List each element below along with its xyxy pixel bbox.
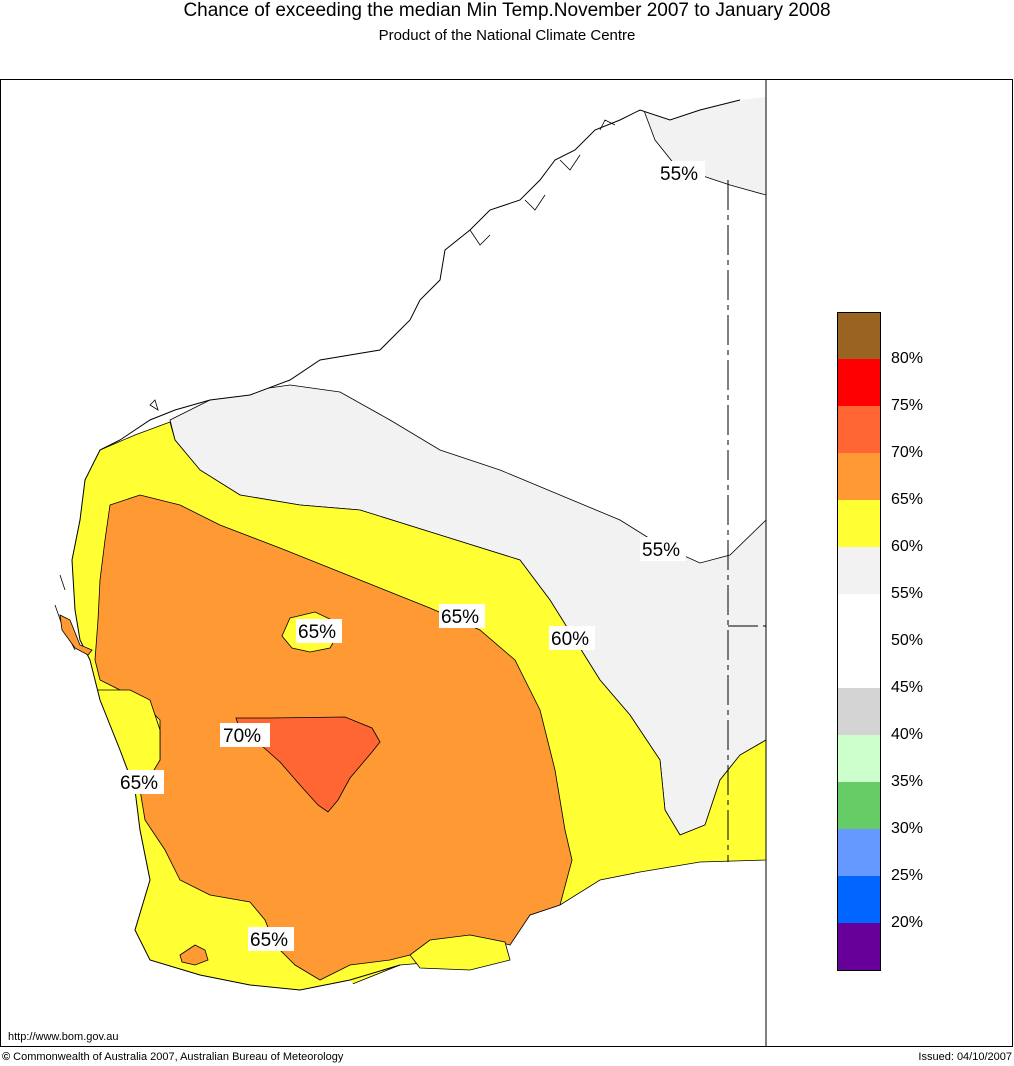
label-blob-65: 65% <box>298 622 336 643</box>
legend-swatch <box>838 594 881 641</box>
legend-label: 70% <box>891 444 924 461</box>
coastline-detail <box>54 119 616 651</box>
label-south-65: 65% <box>250 930 288 951</box>
legend-swatch <box>838 359 881 406</box>
copyright-body: Commonwealth of Australia 2007, Australi… <box>13 1051 344 1063</box>
zone-65-shark-bay <box>59 614 93 656</box>
legend-swatch <box>838 688 881 735</box>
map-subtitle: Product of the National Climate Centre <box>378 27 636 44</box>
label-mid-60: 60% <box>551 629 589 650</box>
legend-swatch <box>838 406 881 453</box>
zone-65-blob-southwest <box>179 944 209 966</box>
legend-label: 30% <box>891 820 924 837</box>
label-centre-70: 70% <box>223 726 261 747</box>
legend-label: 55% <box>891 585 924 602</box>
copyright-text: © Commonwealth of Australia 2007, Austra… <box>2 1051 343 1063</box>
legend-swatch <box>838 312 881 359</box>
legend-swatch <box>838 782 881 829</box>
source-url[interactable]: http://www.bom.gov.au <box>8 1031 119 1043</box>
label-west-65: 65% <box>120 773 158 794</box>
zone-70-75 <box>235 716 381 813</box>
legend-label: 45% <box>891 679 924 696</box>
label-north-55: 55% <box>660 164 698 185</box>
legend-swatch <box>838 923 881 970</box>
zone-65-blob-south <box>409 934 511 971</box>
legend-label: 60% <box>891 538 924 555</box>
contour-labels: 55% 55% 60% 65% 65% 70% 65% 65% <box>118 161 705 951</box>
legend-label: 20% <box>891 914 924 931</box>
legend-label: 50% <box>891 632 924 649</box>
label-east-55: 55% <box>642 540 680 561</box>
legend-swatch <box>838 829 881 876</box>
legend-label: 35% <box>891 773 924 790</box>
legend-label: 75% <box>891 397 924 414</box>
legend-swatch <box>838 735 881 782</box>
legend-swatch <box>838 453 881 500</box>
legend-swatch <box>838 500 881 547</box>
copyright-symbol: © <box>2 1051 11 1063</box>
label-mid-65: 65% <box>441 607 479 628</box>
coastline <box>71 97 766 991</box>
legend-label: 80% <box>891 350 924 367</box>
legend-swatch <box>838 641 881 688</box>
map-title: Chance of exceeding the median Min Temp.… <box>183 0 831 21</box>
issued-date: Issued: 04/10/2007 <box>918 1051 1012 1063</box>
legend-swatch <box>838 547 881 594</box>
legend-label: 25% <box>891 867 924 884</box>
legend-label: 65% <box>891 491 924 508</box>
legend-border <box>837 312 881 971</box>
map-frame <box>0 79 1013 1047</box>
legend-label: 40% <box>891 726 924 743</box>
legend-swatch <box>838 876 881 923</box>
